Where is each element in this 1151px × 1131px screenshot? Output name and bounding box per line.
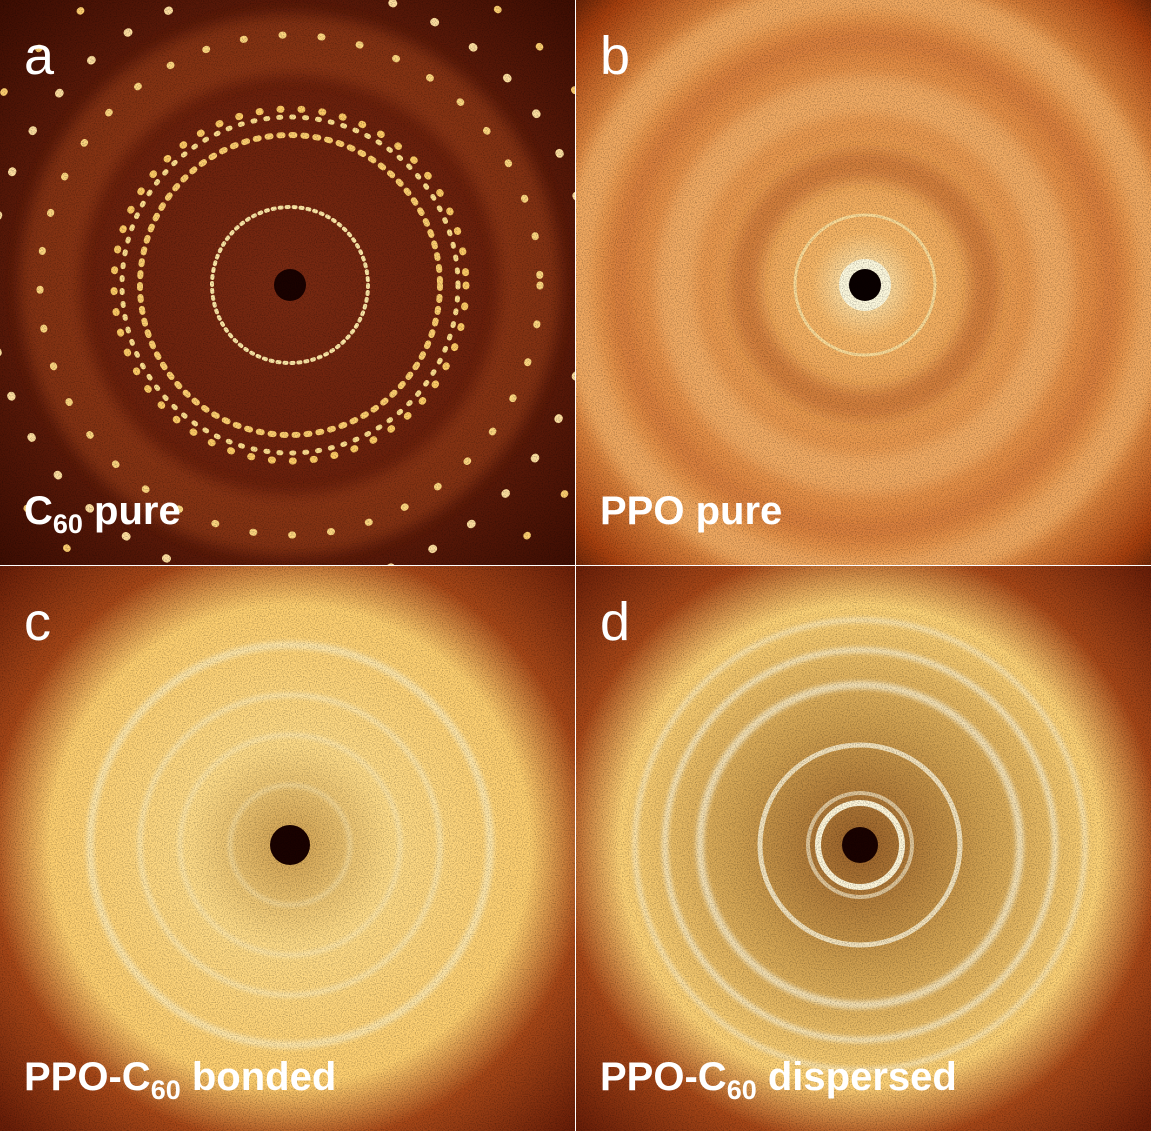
label-text: pure [83,489,181,533]
panel-letter: d [600,592,630,652]
panel-letter: a [24,26,55,86]
panel-letter: c [24,592,51,652]
panel-label: PPO-C60 dispersed [600,1055,957,1105]
label-text: C [24,489,53,533]
divider [0,565,1151,566]
label-subscript: 60 [151,1075,181,1105]
figure: aC60 purebPPO purecPPO-C60 bondeddPPO-C6… [0,0,1151,1131]
panel-label: PPO pure [600,489,782,533]
label-subscript: 60 [53,509,83,539]
label-subscript: 60 [727,1075,757,1105]
label-text: PPO pure [600,489,782,533]
panel-label: C60 pure [24,489,181,539]
panel-label: PPO-C60 bonded [24,1055,336,1105]
panel-letter: b [600,26,630,86]
label-text: dispersed [757,1055,957,1099]
label-text: PPO-C [600,1055,727,1099]
label-text: PPO-C [24,1055,151,1099]
label-text: bonded [181,1055,337,1099]
